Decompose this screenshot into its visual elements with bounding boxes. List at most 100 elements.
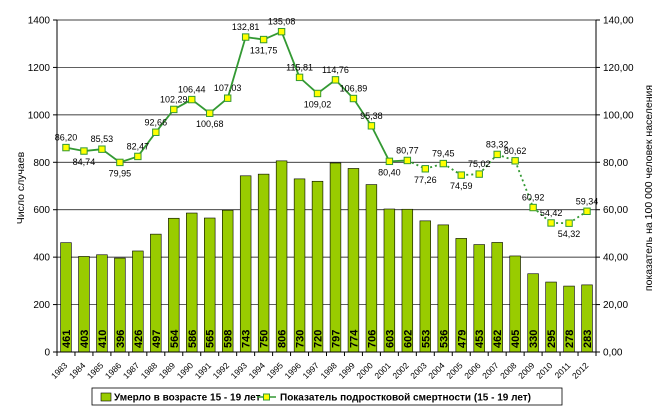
x-tick-label: 2012	[570, 360, 591, 381]
line-point	[368, 123, 374, 129]
line-point	[296, 74, 302, 80]
bar-value-label: 278	[564, 330, 576, 348]
y-tick-label-right: 100,00	[603, 110, 634, 121]
x-tick-label: 1999	[336, 360, 357, 381]
bar-value-label: 603	[384, 330, 396, 348]
bar-value-label: 553	[420, 330, 432, 348]
line-value-label: 115,81	[286, 62, 313, 72]
bar-value-label: 586	[187, 330, 199, 348]
line-value-label: 77,26	[414, 175, 437, 185]
x-tick-label: 1987	[121, 360, 142, 381]
line-point	[494, 151, 500, 157]
bar	[312, 181, 323, 352]
bar-value-label: 806	[277, 330, 289, 348]
line-segment	[371, 126, 389, 162]
bar-value-label: 479	[456, 330, 468, 348]
line-point	[386, 158, 392, 164]
line-layer	[63, 28, 590, 226]
line-value-label: 84,74	[73, 157, 96, 167]
line-point	[512, 158, 518, 164]
bar-value-label: 564	[169, 329, 181, 348]
line-value-label: 102,29	[160, 94, 188, 104]
bar-value-label: 295	[546, 330, 558, 348]
line-value-label: 54,32	[558, 229, 581, 239]
y-tick-label-left: 1000	[28, 110, 51, 121]
bars-layer	[61, 161, 593, 352]
legend-line-marker	[264, 394, 270, 400]
x-tick-label: 1990	[175, 360, 196, 381]
x-tick-label: 1986	[103, 360, 124, 381]
bar-value-label: 720	[313, 330, 325, 348]
x-tick-label: 1988	[139, 360, 160, 381]
bar	[330, 163, 341, 352]
bar	[348, 168, 359, 352]
bar	[240, 176, 251, 352]
bar-value-label: 598	[223, 330, 235, 348]
x-tick-label: 1984	[67, 360, 88, 381]
bar	[294, 179, 305, 352]
line-point	[278, 28, 284, 34]
line-point	[476, 171, 482, 177]
line-value-label: 86,20	[55, 133, 78, 143]
line-value-label: 106,89	[340, 84, 368, 94]
line-value-label: 59,34	[576, 196, 599, 206]
y-tick-label-right: 120,00	[603, 63, 634, 74]
line-point	[566, 220, 572, 226]
bar-value-label: 426	[133, 330, 145, 348]
bar-value-label: 774	[348, 329, 360, 348]
bar-value-label: 403	[79, 330, 91, 348]
line-point	[224, 95, 230, 101]
line-point	[350, 95, 356, 101]
bar-value-label: 743	[241, 330, 253, 348]
y-tick-label-left: 400	[33, 253, 50, 264]
bar-value-label: 602	[402, 330, 414, 348]
y-tick-label-left: 800	[33, 158, 50, 169]
line-value-label: 107,03	[214, 83, 242, 93]
line-point	[458, 172, 464, 178]
y-tick-label-left: 1200	[28, 63, 51, 74]
x-tick-label: 2009	[516, 360, 537, 381]
bar-value-label: 750	[259, 330, 271, 348]
line-value-label: 131,75	[250, 46, 278, 56]
line-point	[530, 204, 536, 210]
y-tick-label-left: 1400	[28, 16, 51, 27]
bar-value-label: 461	[61, 330, 73, 348]
y-axis-title-right: показатель на 100 000 человек населения	[643, 85, 655, 291]
line-value-label: 100,68	[196, 119, 224, 129]
line-point	[207, 110, 213, 116]
x-tick-label: 1991	[193, 360, 214, 381]
line-point	[242, 34, 248, 40]
y-tick-label-right: 60,00	[603, 205, 628, 216]
legend: Умерло в возрасте 15 - 19 лет Показатель…	[92, 388, 562, 405]
bar-value-label: 330	[528, 330, 540, 348]
line-value-label: 80,40	[378, 167, 401, 177]
line-point	[171, 106, 177, 112]
line-point	[99, 146, 105, 152]
line-value-label: 109,02	[304, 99, 332, 109]
y-tick-label-left: 600	[33, 205, 50, 216]
line-value-label: 79,95	[109, 168, 132, 178]
x-tick-label: 2008	[498, 360, 519, 381]
x-tick-label: 1995	[265, 360, 286, 381]
bar	[258, 174, 269, 352]
x-tick-label: 2007	[480, 360, 501, 381]
bar	[276, 161, 287, 352]
line-value-label: 135,08	[268, 17, 296, 27]
line-value-label: 95,38	[360, 111, 383, 121]
x-tick-label: 1996	[283, 360, 304, 381]
line-point	[135, 153, 141, 159]
x-tick-label: 1992	[211, 360, 232, 381]
y-tick-label-left: 200	[33, 300, 50, 311]
x-tick-label: 2000	[354, 360, 375, 381]
y-tick-label-right: 140,00	[603, 16, 634, 27]
bar-value-label: 797	[330, 330, 342, 348]
line-point	[422, 166, 428, 172]
line-value-label: 82,47	[127, 141, 150, 151]
line-value-label: 132,81	[232, 22, 260, 32]
y-axis-title-left: Число случаев	[15, 151, 27, 224]
line-point	[81, 148, 87, 154]
x-tick-label: 1993	[229, 360, 250, 381]
bar-value-label: 396	[115, 330, 127, 348]
line-value-label: 106,44	[178, 85, 206, 95]
